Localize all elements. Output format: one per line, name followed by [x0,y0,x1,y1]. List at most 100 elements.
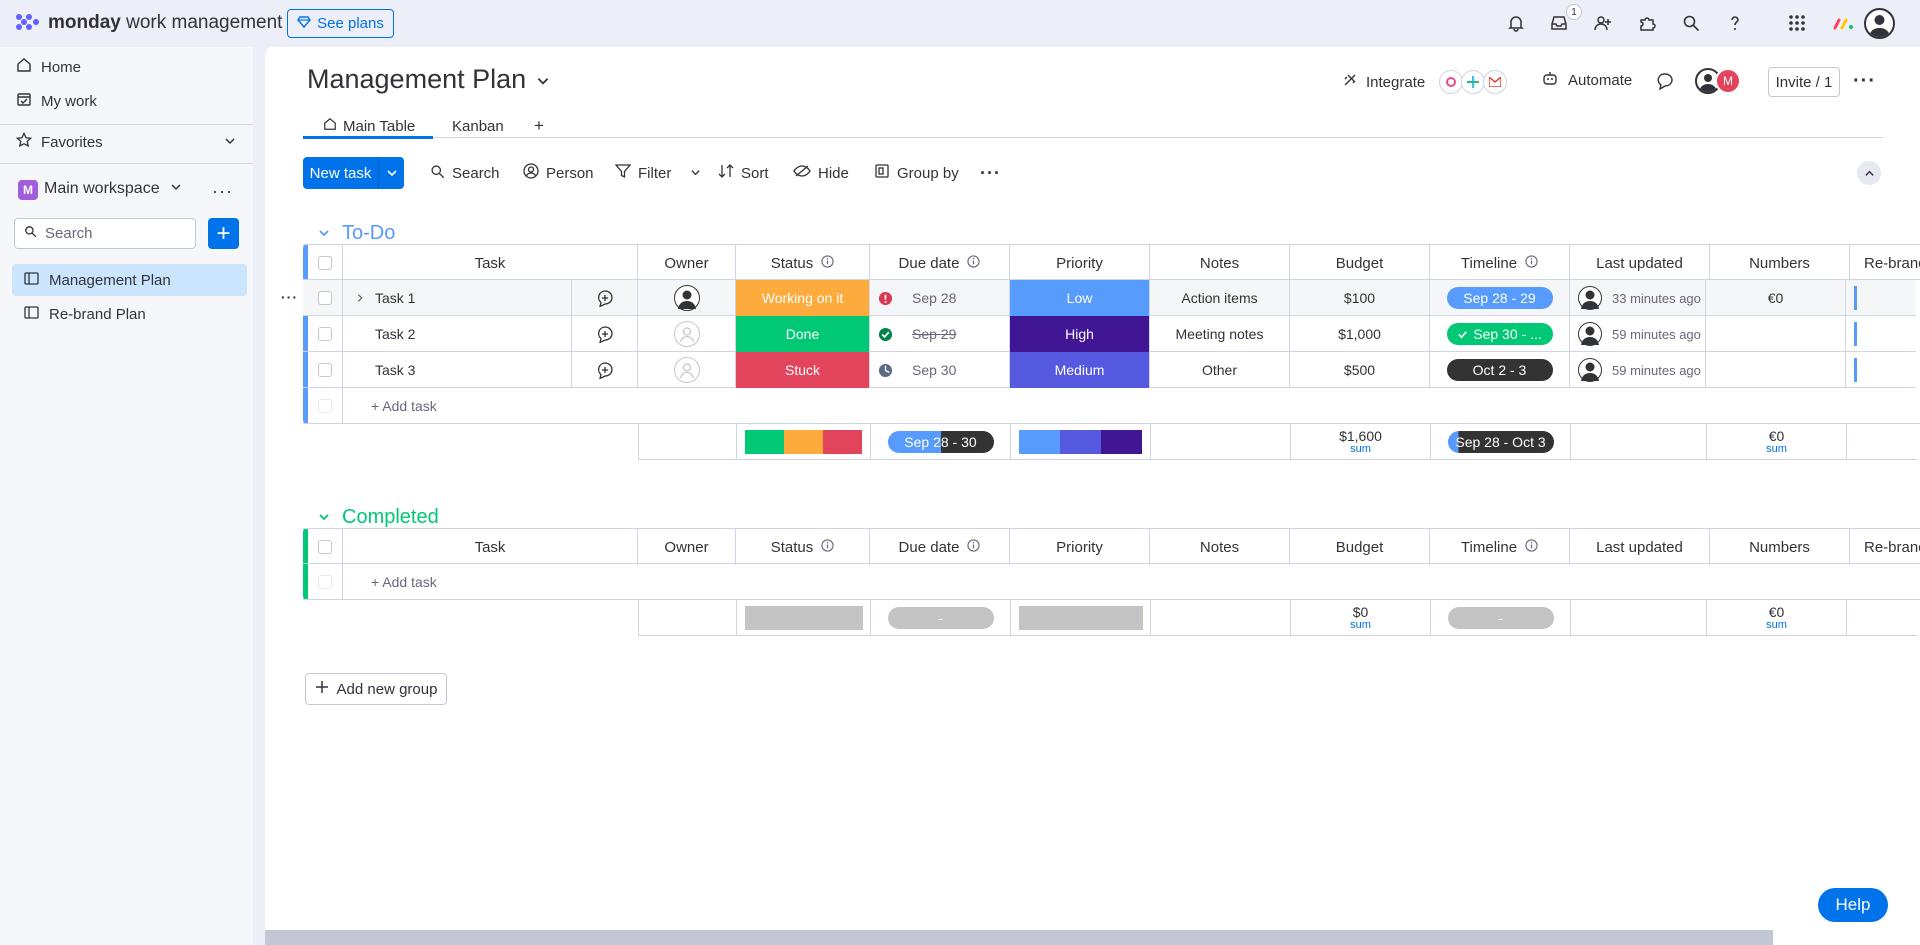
timeline-cell[interactable]: Sep 28 - 29 [1430,280,1570,316]
chevron-down-icon[interactable] [318,222,330,245]
summary-numbers[interactable]: €0 sum [1707,424,1847,460]
group-title[interactable]: To-Do [318,218,395,248]
column-header-timeline[interactable]: Timeline [1430,529,1570,565]
status-cell[interactable]: Done [736,316,870,352]
see-plans-button[interactable]: See plans [287,9,394,38]
person-filter-button[interactable]: Person [523,157,594,189]
sidebar-board-item[interactable]: Re-brand Plan [12,298,247,330]
column-header-timeline[interactable]: Timeline [1430,245,1570,281]
brand-name[interactable]: monday work management [48,12,283,33]
integrate-button[interactable]: Integrate [1342,70,1508,94]
summary-timeline[interactable]: - [1431,600,1571,636]
budget-cell[interactable]: $500 [1290,352,1430,388]
budget-cell[interactable]: $100 [1290,280,1430,316]
summary-budget[interactable]: $0 sum [1291,600,1431,636]
summary-due-date[interactable]: Sep 28 - 30 [871,424,1011,460]
updates-chat-icon[interactable] [1656,72,1674,94]
rebrand-cell[interactable] [1846,316,1916,352]
sidebar-item-favorites[interactable]: Favorites [15,125,236,159]
info-icon[interactable] [967,538,981,556]
column-header-notes[interactable]: Notes [1150,529,1290,565]
checkbox[interactable] [318,327,332,341]
column-header-task[interactable]: Task [343,529,638,565]
notes-cell[interactable]: Action items [1150,280,1290,316]
summary-last-updated[interactable] [1571,424,1707,460]
status-cell[interactable]: Working on it [736,280,870,316]
search-icon[interactable] [1679,11,1703,35]
numbers-cell[interactable] [1706,352,1846,388]
tab-main-table[interactable]: Main Table [323,110,415,142]
column-header-status[interactable]: Status [736,529,870,565]
row-more-icon[interactable]: ··· [281,289,298,305]
task-name-cell[interactable]: Task 1 [343,280,638,316]
chevron-down-icon[interactable] [318,506,330,529]
column-header-owner[interactable]: Owner [638,529,736,565]
column-header-due-date[interactable]: Due date [870,245,1010,281]
table-row[interactable]: Task 2 Done Sep 29 High Meeting notes $1,000 S… [303,316,1916,352]
column-header-rebrand[interactable]: Re-brand [1850,245,1920,281]
summary-timeline[interactable]: Sep 28 - Oct 3 [1431,424,1571,460]
invite-person-icon[interactable] [1591,11,1615,35]
invite-button[interactable]: Invite / 1 [1768,67,1840,97]
timeline-cell[interactable]: Oct 2 - 3 [1430,352,1570,388]
add-task-checkbox[interactable] [303,388,343,424]
add-task-input[interactable]: + Add task [343,388,1920,424]
app-grid-icon[interactable] [1785,11,1809,35]
column-header-budget[interactable]: Budget [1290,245,1430,281]
column-header-task[interactable]: Task [343,245,638,281]
column-header-owner[interactable]: Owner [638,245,736,281]
summary-status[interactable] [737,600,871,636]
row-checkbox[interactable] [303,316,343,352]
board-title[interactable]: Management Plan [307,64,550,95]
info-icon[interactable] [1525,538,1538,556]
last-updated-cell[interactable]: 33 minutes ago [1570,280,1706,316]
sidebar-search-input[interactable]: Search [14,218,196,249]
task-name-cell[interactable]: Task 2 [343,316,638,352]
rebrand-cell[interactable] [1846,280,1916,316]
add-task-checkbox[interactable] [303,564,343,600]
sidebar-item-home[interactable]: Home [16,50,81,84]
column-header-priority[interactable]: Priority [1010,245,1150,281]
sort-button[interactable]: Sort [718,157,769,189]
owner-cell[interactable] [638,352,736,388]
numbers-cell[interactable]: €0 [1706,280,1846,316]
group-by-button[interactable]: Group by [874,157,959,189]
summary-budget[interactable]: $1,600 sum [1291,424,1431,460]
monday-logo-icon[interactable] [14,12,44,32]
row-checkbox[interactable] [303,280,343,316]
search-button[interactable]: Search [430,157,500,189]
inbox-icon[interactable] [1547,11,1571,35]
column-header-numbers[interactable]: Numbers [1710,245,1850,281]
info-icon[interactable] [967,254,981,272]
timeline-cell[interactable]: Sep 30 - ... [1430,316,1570,352]
notes-cell[interactable]: Meeting notes [1150,316,1290,352]
priority-cell[interactable]: High [1010,316,1150,352]
column-header-status[interactable]: Status [736,245,870,281]
column-header-rebrand[interactable]: Re-brand [1850,529,1920,565]
workspace-more-icon[interactable]: ··· [212,181,233,201]
summary-priority[interactable] [1011,424,1151,460]
monday-logo-icon[interactable] [1832,11,1856,35]
add-update-icon[interactable] [571,352,637,387]
summary-owner[interactable] [639,424,737,460]
bell-icon[interactable] [1504,11,1528,35]
due-date-cell[interactable]: Sep 28 [870,280,1010,316]
checkbox[interactable] [318,256,332,270]
sidebar-item-my-work[interactable]: My work [16,84,97,118]
collapse-header-button[interactable] [1857,161,1881,185]
budget-cell[interactable]: $1,000 [1290,316,1430,352]
workspace-selector[interactable]: Main workspace [44,180,182,198]
automate-button[interactable]: Automate [1542,70,1632,90]
chevron-down-icon[interactable] [690,165,701,182]
owner-cell[interactable] [638,316,736,352]
summary-notes[interactable] [1151,424,1291,460]
column-header-priority[interactable]: Priority [1010,529,1150,565]
status-cell[interactable]: Stuck [736,352,870,388]
last-updated-cell[interactable]: 59 minutes ago [1570,352,1706,388]
checkbox[interactable] [318,540,332,554]
add-update-icon[interactable] [571,280,637,315]
horizontal-scrollbar[interactable] [265,930,1773,945]
hide-button[interactable]: Hide [793,157,849,189]
board-members[interactable]: M [1695,68,1741,94]
info-icon[interactable] [821,538,834,556]
